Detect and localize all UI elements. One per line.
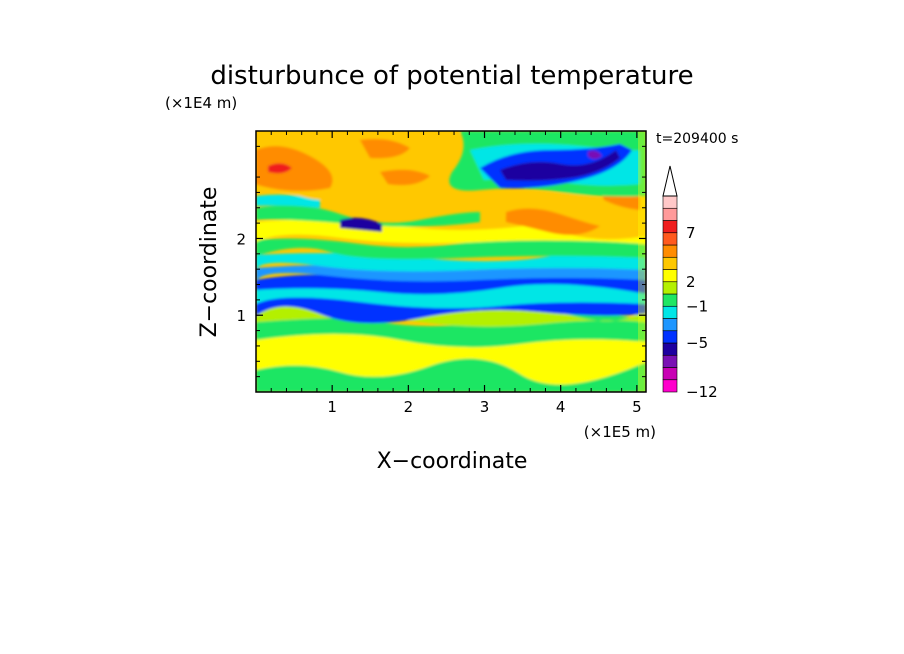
colorbar-label: −5 (686, 334, 708, 352)
colorbar-swatch (662, 232, 678, 246)
y-unit-label: (×1E4 m) (165, 94, 237, 112)
right-edge-strip (638, 131, 646, 392)
colorbar-swatch (662, 269, 678, 283)
colorbar-label: −1 (686, 297, 708, 315)
x-tick-label: 5 (632, 398, 642, 416)
chart-title: disturbunce of potential temperature (210, 61, 693, 91)
band-cyan-mid (256, 284, 646, 309)
x-tick-label: 4 (556, 398, 566, 416)
colorbar-swatch (662, 220, 678, 234)
colorbar-label: 7 (686, 224, 696, 242)
colorbar-swatch (662, 195, 678, 209)
colorbar-swatch (662, 318, 678, 332)
streak-green-1 (256, 205, 480, 227)
colorbar-swatch (662, 379, 678, 393)
x-tick-label: 3 (480, 398, 490, 416)
y-axis: 12 (236, 145, 646, 378)
patch-darkorange-4 (506, 208, 600, 235)
y-tick-label: 2 (236, 230, 246, 248)
colorbar-swatch (662, 354, 678, 368)
colorbar-swatch (662, 244, 678, 258)
patch-orange-mid (490, 192, 646, 240)
colorbar-arrow (662, 165, 678, 197)
band-yellow-lower (256, 300, 646, 327)
x-unit-label: (×1E5 m) (584, 423, 656, 441)
y-tick-label: 1 (236, 307, 246, 325)
colorbar-swatch (662, 330, 678, 344)
colorbar-swatch (662, 367, 678, 381)
colorbar-swatch (662, 281, 678, 295)
contour-field (256, 131, 646, 392)
colorbar: −12−5−127 (662, 165, 718, 401)
patch-red-1 (268, 163, 292, 174)
x-tick-label: 2 (404, 398, 414, 416)
patch-purple (588, 150, 602, 159)
streak-cyan-1 (256, 194, 320, 208)
patch-darkorange-2 (360, 139, 410, 159)
band-yellow-upper (256, 213, 646, 244)
colorbar-label: −12 (686, 383, 718, 401)
colorbar-swatch (662, 293, 678, 307)
plot-frame (255, 130, 647, 393)
x-axis: 1 2 3 4 5 (270, 131, 642, 416)
patch-navy-topright (500, 150, 620, 181)
band-bottom-green (256, 358, 646, 392)
colorbar-swatch (662, 207, 678, 221)
time-label: t=209400 s (656, 131, 738, 147)
colorbar-swatch (662, 256, 678, 270)
patch-darkorange-3 (380, 169, 430, 185)
y-axis-label: Z−coordinate (197, 187, 222, 338)
colorbar-swatch (662, 342, 678, 356)
band-green-upper (256, 234, 646, 260)
patch-darkorange-1 (256, 146, 333, 191)
x-tick-label: 1 (327, 398, 337, 416)
colorbar-label: 2 (686, 273, 696, 291)
colorbar-swatch (662, 305, 678, 319)
x-axis-label: X−coordinate (377, 449, 528, 474)
patch-blue-mid (340, 217, 382, 232)
